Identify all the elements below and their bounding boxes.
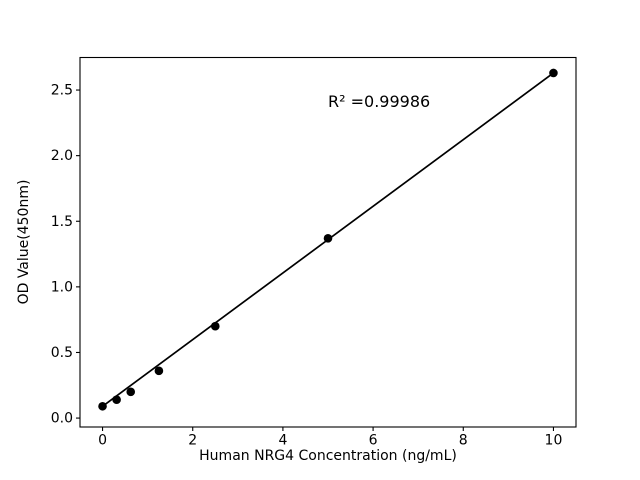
- x-tick-label: 8: [459, 433, 468, 449]
- data-point: [323, 234, 333, 243]
- data-point: [549, 68, 558, 78]
- data-point: [126, 387, 136, 397]
- y-tick-label: 1.5: [51, 214, 73, 230]
- r-squared-annotation: R² =0.99986: [328, 92, 431, 111]
- x-tick-label: 10: [545, 433, 563, 449]
- y-tick-label: 1.0: [51, 279, 73, 295]
- x-axis-label: Human NRG4 Concentration (ng/mL): [199, 448, 457, 464]
- y-tick-label: 2.0: [51, 148, 73, 164]
- data-point: [154, 366, 164, 376]
- data-point: [112, 395, 121, 405]
- y-tick-label: 0.0: [51, 411, 73, 427]
- x-tick-label: 2: [188, 433, 197, 449]
- data-point: [98, 401, 107, 411]
- y-tick-label: 0.5: [51, 345, 73, 361]
- x-tick-label: 6: [369, 433, 378, 449]
- y-tick-label: 2.5: [51, 83, 73, 99]
- x-tick-label: 4: [278, 433, 287, 449]
- x-tick-label: 0: [98, 433, 107, 449]
- data-point: [210, 321, 220, 331]
- y-axis-label-text: OD Value(450nm): [16, 179, 32, 305]
